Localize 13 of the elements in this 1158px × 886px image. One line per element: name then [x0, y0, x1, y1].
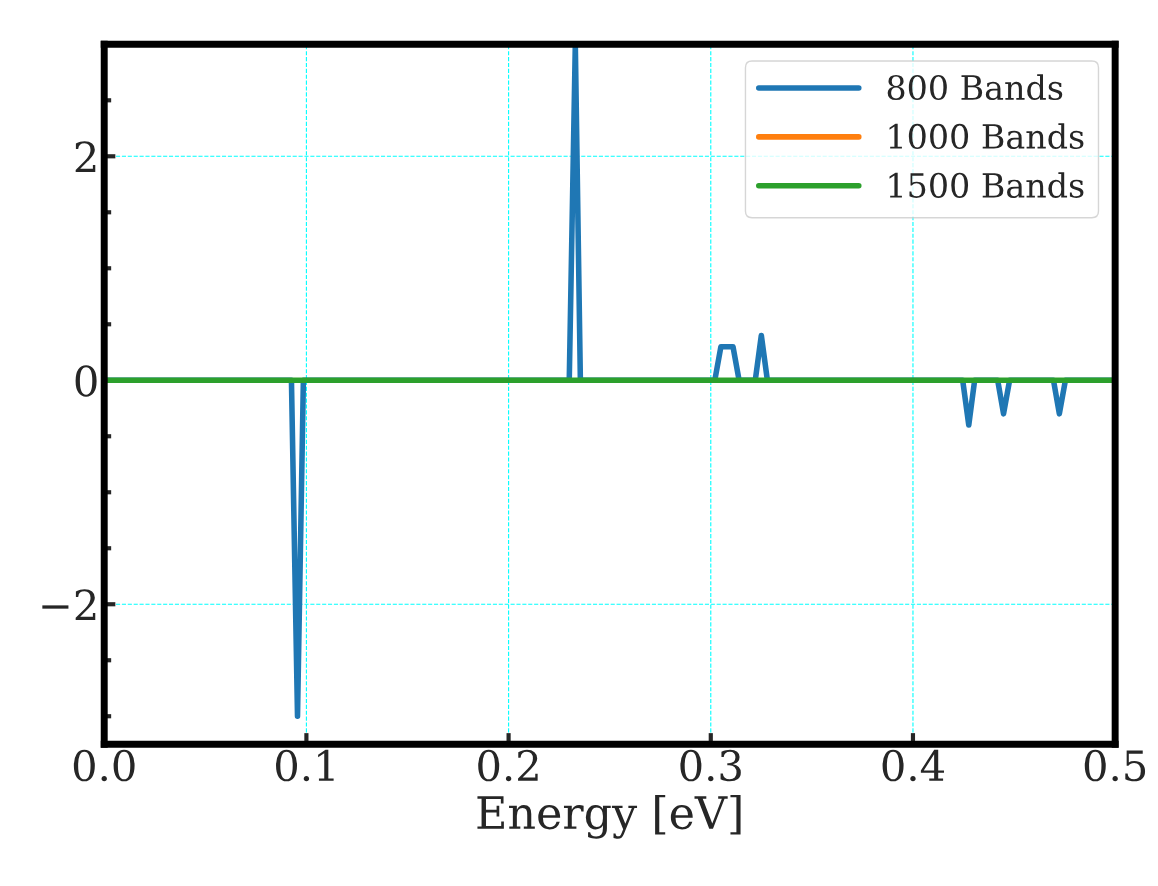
y-tick-label: −2 [42, 589, 96, 621]
y-tick-label: 2 [75, 141, 96, 173]
x-tick-label: 0.5 [1084, 749, 1146, 782]
x-tick-label: 0.2 [478, 749, 538, 782]
y-tick-label: 0 [75, 365, 97, 397]
x-tick-label: 0.0 [73, 749, 135, 782]
legend-label: 1500 Bands [889, 172, 1084, 198]
x-tick-label: 0.4 [882, 749, 944, 782]
x-tick-label: 0.3 [680, 749, 741, 782]
legend-label: 1000 Bands [889, 123, 1084, 150]
x-axis-title: Energy [eV] [477, 794, 741, 839]
legend-label: 800 Bands [887, 74, 1063, 101]
x-tick-label: 0.1 [276, 749, 334, 782]
